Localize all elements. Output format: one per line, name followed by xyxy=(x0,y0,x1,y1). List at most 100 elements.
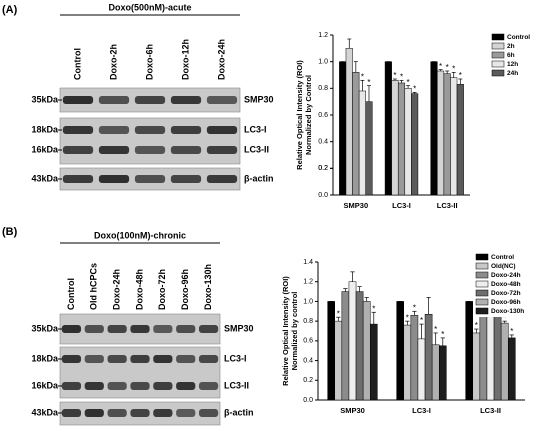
y-axis-title: Relative Optical Intensity (ROI) xyxy=(281,276,290,386)
band xyxy=(176,325,196,333)
band xyxy=(61,355,82,363)
blot-title: Doxo(500nM)-acute xyxy=(108,2,191,12)
band xyxy=(61,325,82,333)
significance: * xyxy=(459,71,462,80)
bar xyxy=(397,82,406,196)
band xyxy=(134,146,166,154)
band xyxy=(198,325,219,333)
significance: * xyxy=(406,313,409,322)
significance: * xyxy=(367,78,370,87)
legend-swatch xyxy=(475,280,489,288)
y-tick-label: 1.2 xyxy=(303,279,313,286)
significance: * xyxy=(475,321,478,330)
y-tick-label: 0.0 xyxy=(318,192,328,199)
significance: * xyxy=(434,325,437,334)
protein-label: LC3-I xyxy=(224,353,247,363)
mw-marker: 18kDa xyxy=(31,124,59,134)
bar xyxy=(472,332,481,401)
significance: * xyxy=(439,62,442,71)
legend-label: 2h xyxy=(507,43,515,50)
legend-swatch xyxy=(475,298,489,306)
band xyxy=(130,409,150,417)
legend-label: Doxo-24h xyxy=(491,272,521,279)
band xyxy=(130,325,150,333)
band xyxy=(98,126,130,134)
x-tick-label: LC3-II xyxy=(437,201,458,210)
protein-label: LC3-II xyxy=(224,380,249,390)
bar xyxy=(403,324,412,401)
y-tick-label: 0.4 xyxy=(318,139,328,146)
bar xyxy=(411,93,419,196)
band xyxy=(134,175,166,183)
legend-swatch xyxy=(475,307,489,315)
band xyxy=(134,126,166,134)
band xyxy=(107,409,127,417)
mw-marker: 16kDa xyxy=(31,144,59,154)
lane-label: Doxo-2h xyxy=(108,44,118,80)
band xyxy=(98,96,130,104)
band xyxy=(62,96,94,104)
legend-label: Control xyxy=(491,254,514,261)
significance: * xyxy=(372,304,375,313)
significance: * xyxy=(337,309,340,318)
lane-label: Doxo-12h xyxy=(180,39,190,80)
band xyxy=(176,382,196,390)
band xyxy=(153,355,173,363)
legend-label: Old(NC) xyxy=(491,263,516,270)
significance: * xyxy=(400,72,403,81)
y-tick-label: 0.6 xyxy=(318,112,328,119)
legend-label: 24h xyxy=(507,70,518,77)
bar xyxy=(352,72,360,196)
protein-label: SMP30 xyxy=(244,94,274,104)
significance: * xyxy=(393,71,396,80)
protein-label: LC3-I xyxy=(244,124,267,134)
band xyxy=(198,409,219,417)
bar xyxy=(410,314,419,401)
band xyxy=(84,325,104,333)
lane-label: Doxo-72h xyxy=(157,269,167,310)
band xyxy=(62,175,94,183)
protein-label: SMP30 xyxy=(224,323,254,333)
protein-label: β-actin xyxy=(244,173,274,183)
lane-label: Doxo-48h xyxy=(134,269,144,310)
band xyxy=(134,96,166,104)
band xyxy=(61,382,82,390)
y-axis-title: Normalized by Control xyxy=(304,75,313,155)
bar xyxy=(424,313,433,401)
legend-label: Doxo-130h xyxy=(491,308,524,315)
legend-swatch xyxy=(491,51,505,59)
bar xyxy=(493,313,502,401)
y-tick-label: 0.8 xyxy=(318,85,328,92)
mw-marker: 35kDa xyxy=(31,323,59,333)
bar xyxy=(438,345,447,401)
bar xyxy=(443,73,451,196)
significance: * xyxy=(446,63,449,72)
y-axis-title: Relative Optical Intensity (ROI) xyxy=(295,60,304,170)
band xyxy=(84,355,104,363)
significance: * xyxy=(407,78,410,87)
lane-label: Doxo-24h xyxy=(112,269,122,310)
significance: * xyxy=(413,303,416,312)
blot-strip xyxy=(59,346,221,399)
y-tick-label: 1.0 xyxy=(303,298,313,305)
legend-label: 12h xyxy=(507,61,518,68)
panel-label: (A) xyxy=(2,4,18,16)
band xyxy=(206,146,238,154)
significance: * xyxy=(413,84,416,93)
significance: * xyxy=(510,327,513,336)
bar xyxy=(404,88,412,196)
significance: * xyxy=(420,316,423,325)
band xyxy=(98,146,130,154)
band xyxy=(84,382,104,390)
x-tick-label: SMP30 xyxy=(344,201,369,210)
band xyxy=(84,409,104,417)
band xyxy=(176,409,196,417)
bar xyxy=(507,337,516,401)
y-tick-label: 1.0 xyxy=(318,59,328,66)
legend-swatch xyxy=(491,60,505,68)
x-tick-label: LC3-I xyxy=(412,406,431,415)
bar xyxy=(437,70,445,196)
band xyxy=(170,96,202,104)
band xyxy=(62,146,94,154)
